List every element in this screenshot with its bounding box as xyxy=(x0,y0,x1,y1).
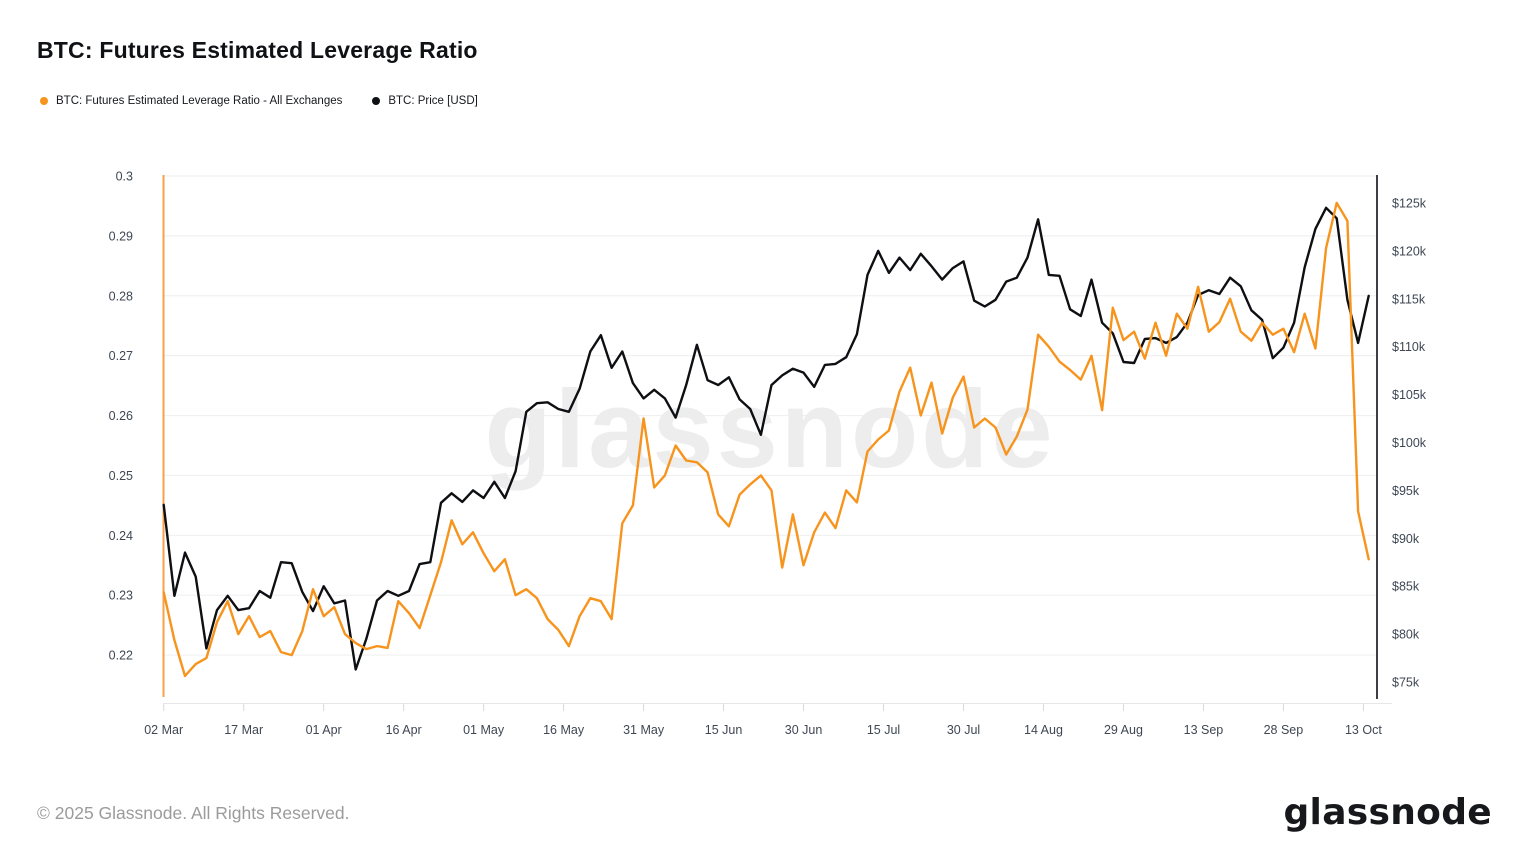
y-right-tick-label: $95k xyxy=(1392,484,1420,498)
y-left-tick-label: 0.22 xyxy=(109,649,133,663)
x-tick-label: 02 Mar xyxy=(144,723,183,737)
chart-title: BTC: Futures Estimated Leverage Ratio xyxy=(37,37,478,63)
x-tick-label: 13 Sep xyxy=(1184,723,1224,737)
y-right-tick-label: $90k xyxy=(1392,532,1420,546)
legend-label: BTC: Futures Estimated Leverage Ratio - … xyxy=(56,95,343,107)
legend-item-btc-price[interactable]: BTC: Price [USD] xyxy=(372,95,478,107)
x-tick-label: 16 May xyxy=(543,723,585,737)
y-right-tick-label: $80k xyxy=(1392,628,1420,642)
x-tick-label: 17 Mar xyxy=(224,723,263,737)
x-tick-label: 30 Jul xyxy=(947,723,980,737)
footer-copyright: © 2025 Glassnode. All Rights Reserved. xyxy=(37,803,350,823)
y-left-tick-label: 0.23 xyxy=(109,589,133,603)
legend-label: BTC: Price [USD] xyxy=(388,95,478,107)
y-left-tick-label: 0.29 xyxy=(109,229,133,243)
x-tick-label: 01 Apr xyxy=(306,723,342,737)
legend: BTC: Futures Estimated Leverage Ratio - … xyxy=(40,95,478,107)
y-right-tick-label: $115k xyxy=(1392,292,1426,306)
y-right-tick-label: $75k xyxy=(1392,675,1420,689)
x-tick-label: 29 Aug xyxy=(1104,723,1143,737)
y-left-tick-label: 0.25 xyxy=(109,469,133,483)
x-tick-label: 01 May xyxy=(463,723,505,737)
legend-dot-icon xyxy=(372,97,381,105)
y-left-tick-label: 0.27 xyxy=(109,349,133,363)
x-tick-label: 15 Jul xyxy=(867,723,900,737)
x-tick-label: 15 Jun xyxy=(705,723,743,737)
series-line-leverage-ratio xyxy=(162,201,1370,678)
y-right-tick-label: $120k xyxy=(1392,244,1427,258)
y-right-tick-label: $105k xyxy=(1392,388,1427,402)
y-left-tick-label: 0.3 xyxy=(116,170,133,184)
y-right-tick-label: $110k xyxy=(1392,340,1426,354)
legend-item-leverage-ratio[interactable]: BTC: Futures Estimated Leverage Ratio - … xyxy=(40,95,342,107)
legend-dot-icon xyxy=(40,97,48,105)
y-left-tick-label: 0.24 xyxy=(109,529,133,543)
x-tick-label: 31 May xyxy=(623,723,665,737)
x-tick-label: 16 Apr xyxy=(386,723,422,737)
x-tick-label: 30 Jun xyxy=(785,723,823,737)
glassnode-logo: glassnode xyxy=(1283,792,1492,833)
x-tick-label: 14 Aug xyxy=(1024,723,1063,737)
x-tick-label: 28 Sep xyxy=(1264,723,1304,737)
y-right-tick-label: $100k xyxy=(1392,436,1427,450)
series-line-btc-price xyxy=(162,206,1370,671)
y-right-tick-label: $125k xyxy=(1392,197,1427,211)
x-tick-label: 13 Oct xyxy=(1345,723,1382,737)
y-left-tick-label: 0.26 xyxy=(109,409,133,423)
y-left-tick-label: 0.28 xyxy=(109,289,133,303)
y-right-tick-label: $85k xyxy=(1392,580,1420,594)
